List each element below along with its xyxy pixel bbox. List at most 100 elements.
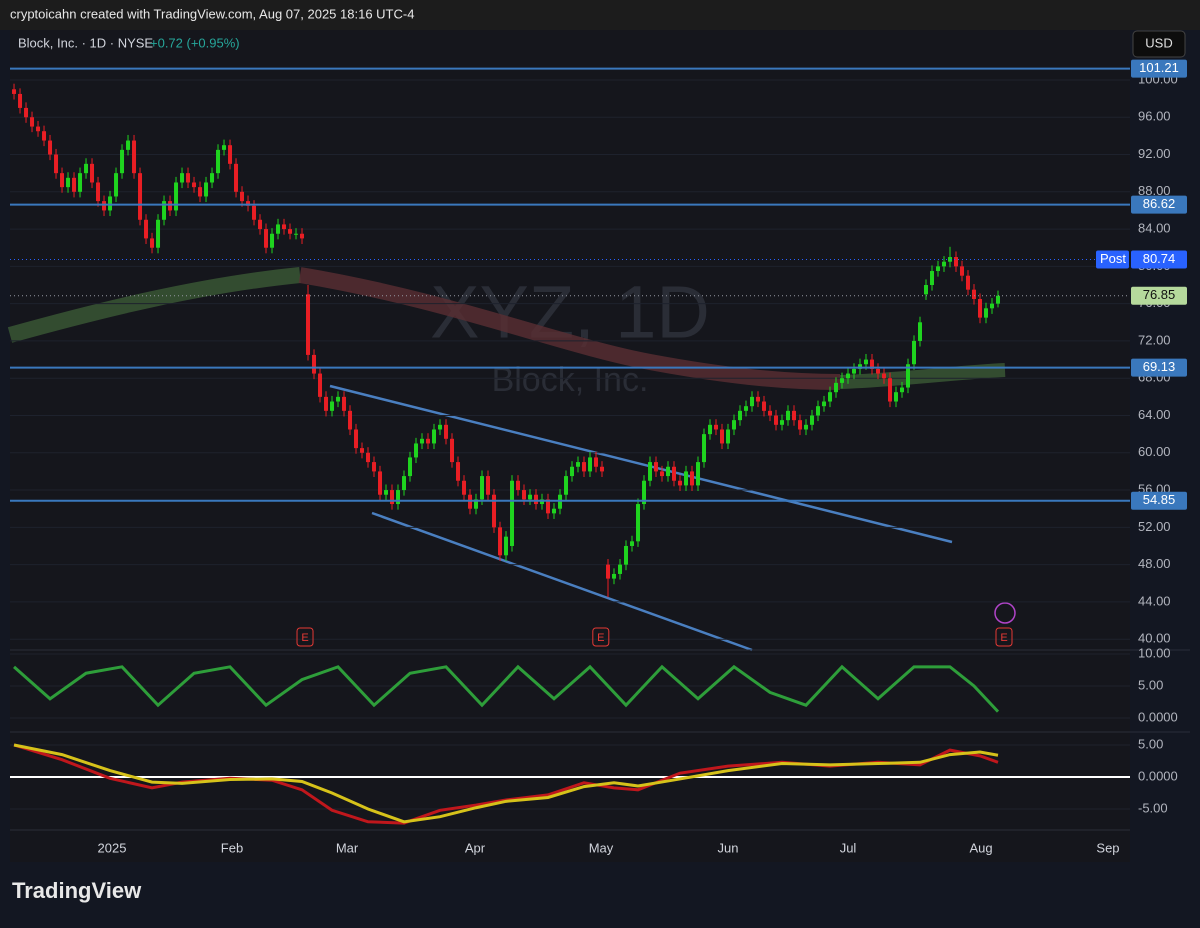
candle-body (150, 238, 155, 248)
candle-body (180, 173, 185, 183)
candle-body (630, 541, 635, 546)
candle-body (786, 410, 791, 421)
level-label-box (1131, 195, 1187, 214)
candle-body (648, 462, 653, 481)
level-label-box (1131, 358, 1187, 377)
candle-body (960, 266, 965, 276)
candle-body (426, 438, 431, 444)
candle-body (870, 359, 875, 369)
candle-body (300, 233, 305, 239)
candle-body (72, 177, 77, 192)
candle-body (60, 173, 65, 188)
candle-body (48, 140, 53, 155)
candle-body (690, 471, 695, 486)
candle-body (858, 364, 863, 369)
candle-body (30, 117, 35, 127)
candle-body (570, 466, 575, 477)
y-tick-label: 10.00 (1138, 645, 1171, 660)
candle-body (864, 359, 869, 365)
candle-body (984, 308, 989, 318)
x-tick-label: Jul (840, 840, 857, 855)
candle-body (750, 396, 755, 407)
candle-body (144, 219, 149, 239)
candle-body (576, 462, 581, 467)
candle-body (372, 462, 377, 472)
candle-body (12, 89, 17, 94)
candle-body (840, 378, 845, 383)
candle-body (228, 145, 233, 164)
candle-body (636, 504, 641, 542)
candle-body (270, 233, 275, 248)
candle-body (456, 462, 461, 481)
candle-body (504, 536, 509, 556)
y-tick-label: 72.00 (1138, 332, 1171, 347)
post-label-box (1096, 250, 1129, 269)
alert-icon[interactable] (994, 602, 1016, 624)
candle-body (774, 415, 779, 425)
y-tick-label: 40.00 (1138, 631, 1171, 646)
x-tick-label: 2025 (98, 840, 127, 855)
candle-body (324, 396, 329, 411)
earnings-label: E (597, 632, 604, 644)
y-tick-label: 5.00 (1138, 736, 1163, 751)
candle-body (432, 429, 437, 444)
currency: USD (1145, 35, 1172, 50)
candle-body (882, 373, 887, 379)
candle-body (966, 275, 971, 290)
post-value-box (1131, 250, 1187, 269)
level-label-box (1131, 491, 1187, 510)
candle-body (174, 182, 179, 211)
candle-body (84, 163, 89, 174)
x-tick-label: Apr (465, 840, 486, 855)
candle-body (642, 480, 647, 505)
candle-body (384, 490, 389, 495)
candle-body (390, 490, 395, 505)
candle-body (546, 499, 551, 514)
candle-body (204, 182, 209, 197)
candle-body (852, 368, 857, 374)
candle-body (210, 173, 215, 183)
currency-button[interactable] (1132, 30, 1186, 58)
candle-body (936, 266, 941, 272)
candle-body (90, 163, 95, 183)
candle-body (330, 401, 335, 411)
candle-body (978, 298, 983, 318)
level-label: 86.62 (1143, 196, 1176, 211)
candle-body (96, 182, 101, 202)
candle-body (804, 424, 809, 430)
y-tick-label: 64.00 (1138, 407, 1171, 422)
candle-body (654, 462, 659, 472)
candle-body (606, 564, 611, 579)
footer-logo: TradingView (12, 878, 142, 903)
x-tick-label: Jun (718, 840, 739, 855)
post-value: 80.74 (1143, 251, 1176, 266)
candle-body (906, 364, 911, 388)
candle-body (342, 396, 347, 411)
candle-body (156, 219, 161, 248)
moving-average-band (298, 267, 841, 390)
candle-body (666, 466, 671, 477)
x-tick-label: May (589, 840, 614, 855)
candle-body (444, 424, 449, 439)
candle-body (54, 154, 59, 174)
candle-body (828, 392, 833, 402)
candle-body (222, 145, 227, 150)
candle-body (396, 490, 401, 505)
candle-body (528, 494, 533, 500)
candle-body (114, 173, 119, 197)
candle-body (900, 387, 905, 393)
candle-body (810, 415, 815, 425)
candle-body (552, 508, 557, 514)
candle-body (294, 233, 299, 235)
y-tick-label: 92.00 (1138, 146, 1171, 161)
candle-body (42, 131, 47, 141)
indicator-line (13, 743, 999, 824)
header-bar (0, 0, 1200, 30)
candle-body (66, 177, 71, 188)
post-label: Post (1100, 251, 1126, 266)
candle-body (24, 107, 29, 118)
y-tick-label: 48.00 (1138, 556, 1171, 571)
earnings-marker (592, 627, 610, 647)
candle-body (18, 93, 23, 108)
